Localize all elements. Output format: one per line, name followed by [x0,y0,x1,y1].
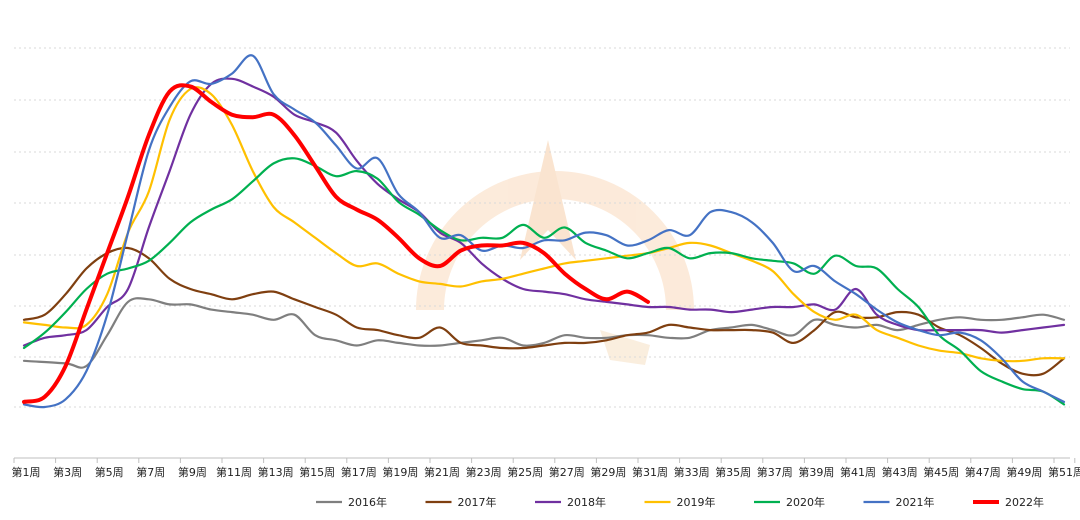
watermark-flame [520,140,576,260]
series-line-2016 [22,297,1066,369]
x-tick-label: 第13周 [258,465,294,479]
watermark-ring [416,171,694,311]
x-tick-label: 第45周 [923,465,959,479]
series-line-2017 [22,246,1066,377]
x-tick-label: 第19周 [382,465,418,479]
series-line-2018 [22,77,1066,347]
x-tick-label: 第43周 [882,465,918,479]
x-tick-label: 第23周 [466,465,502,479]
x-tick-label: 第29周 [590,465,626,479]
x-tick-label: 第41周 [840,465,876,479]
x-tick-label: 第21周 [424,465,460,479]
watermark-logo [416,140,694,365]
legend-label-2021: 2021年 [896,495,935,509]
x-tick-label: 第15周 [299,465,335,479]
x-tick-label: 第37周 [757,465,793,479]
series-line-2022 [22,83,650,404]
legend-label-2016: 2016年 [348,495,387,509]
legend-label-2018: 2018年 [567,495,606,509]
series-line-2021 [22,54,1066,409]
x-tick-label: 第9周 [178,465,207,479]
x-tick-label: 第27周 [549,465,585,479]
x-tick-label: 第5周 [95,465,124,479]
x-tick-label: 第51周 [1048,465,1080,479]
x-tick-label: 第17周 [341,465,377,479]
legend-label-2017: 2017年 [458,495,497,509]
x-tick-label: 第31周 [632,465,668,479]
x-tick-label: 第11周 [216,465,252,479]
x-tick-label: 第33周 [674,465,710,479]
series-line-2020 [22,157,1066,406]
x-tick-label: 第39周 [798,465,834,479]
x-tick-label: 第35周 [715,465,751,479]
x-tick-label: 第7周 [136,465,165,479]
legend-label-2020: 2020年 [786,495,825,509]
x-tick-label: 第49周 [1006,465,1042,479]
x-tick-label: 第47周 [965,465,1001,479]
x-tick-label: 第1周 [12,465,41,479]
legend-label-2019: 2019年 [677,495,716,509]
legend-label-2022: 2022年 [1005,495,1044,509]
x-tick-label: 第3周 [53,465,82,479]
x-tick-label: 第25周 [507,465,543,479]
